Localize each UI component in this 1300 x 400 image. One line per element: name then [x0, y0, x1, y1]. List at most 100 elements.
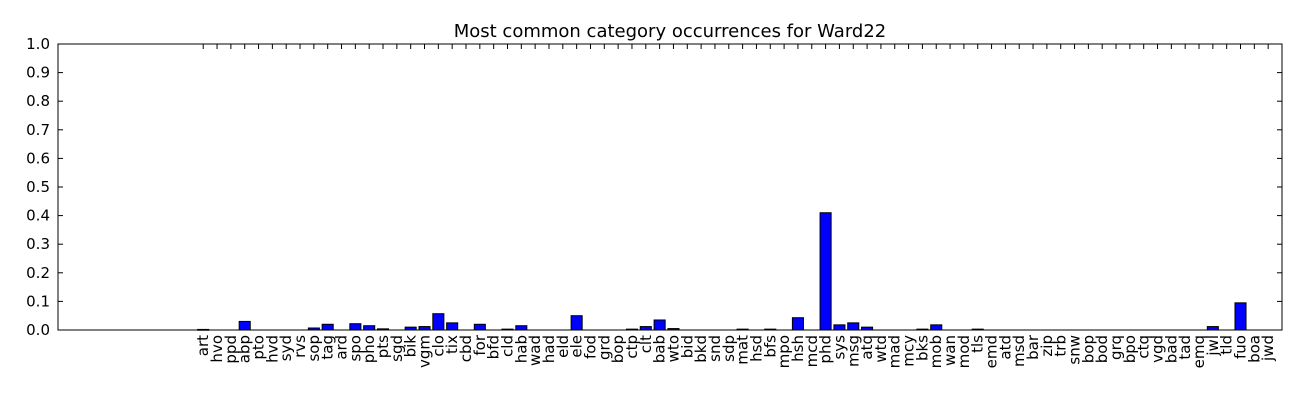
x-tick-label: msg [844, 335, 862, 367]
x-tick-label: bop [1079, 335, 1097, 363]
y-tick-label: 0.2 [26, 264, 50, 282]
bar-fuo [1234, 302, 1247, 331]
x-tick-label: vgd [1149, 335, 1167, 363]
bar-bab [653, 319, 666, 331]
x-tick-label: sdp [720, 335, 738, 362]
y-tick-label: 0.7 [26, 121, 50, 139]
bar-abp [238, 320, 251, 331]
x-tick-label: abp [236, 335, 254, 363]
x-tick-label: sop [305, 335, 323, 362]
y-tick-label: 0.0 [26, 321, 50, 339]
x-tick-label: fod [581, 335, 599, 359]
x-tick-label: bpo [1121, 335, 1139, 363]
x-tick-label: emd [983, 335, 1001, 368]
x-tick-label: bod [1093, 335, 1111, 363]
x-tick-label: mat [734, 335, 752, 365]
x-tick-label: bkd [692, 335, 710, 363]
x-tick-label: hsh [789, 335, 807, 362]
bar-msg [847, 322, 860, 331]
x-tick-label: hab [512, 335, 530, 363]
bar-tag [321, 323, 334, 331]
bar-spo [349, 323, 362, 331]
y-tick-label: 0.3 [26, 235, 50, 253]
x-tick-label: tld [1218, 335, 1236, 355]
y-tick-label: 0.5 [26, 178, 50, 196]
bar-vgm [418, 326, 431, 331]
x-tick-label: atq [858, 335, 876, 360]
x-tick-label: pto [250, 335, 268, 360]
x-tick-label: tag [319, 335, 337, 360]
x-tick-label: eld [554, 335, 572, 358]
x-tick-label: fuo [1232, 335, 1250, 359]
y-tick-label: 0.4 [26, 207, 50, 225]
x-tick-label: mpo [775, 335, 793, 368]
bar-sys [833, 324, 846, 331]
x-tick-label: bfd [485, 335, 503, 359]
x-tick-label: mod [955, 335, 973, 368]
x-tick-label: clt [637, 335, 655, 353]
bar-pho [363, 325, 376, 331]
x-tick-label: tls [969, 335, 987, 353]
x-tick-label: pho [360, 335, 378, 363]
bar-clo [432, 313, 445, 331]
x-tick-label: cbd [457, 335, 475, 362]
x-tick-label: jwl [1204, 335, 1222, 357]
x-tick-label: syd [277, 335, 295, 361]
bar-for [473, 323, 486, 331]
bars-group [197, 212, 1247, 331]
x-tick-label: sgd [388, 335, 406, 362]
x-tick-label: grq [1107, 335, 1125, 360]
x-tick-label: zip [1038, 335, 1056, 357]
x-tick-label: ard [333, 335, 351, 360]
x-tick-label: msd [1010, 335, 1028, 367]
y-tick-label: 1.0 [26, 35, 50, 53]
x-tick-label: wad [526, 335, 544, 366]
x-tick-label: phd [817, 335, 835, 364]
x-tick-label: hsd [747, 335, 765, 362]
x-tick-label: vgm [416, 335, 434, 368]
plot-frame [57, 43, 1283, 331]
bar-ele [570, 315, 583, 331]
bar-jwl [1206, 326, 1219, 331]
x-tick-label: mcy [900, 335, 918, 367]
x-tick-label: boa [1245, 335, 1263, 363]
bar-mob [930, 324, 943, 331]
x-tick-label: bab [651, 335, 669, 363]
x-tick-label: wtd [872, 335, 890, 363]
x-tick-label: for [471, 334, 489, 355]
x-tick-label: spo [346, 335, 364, 362]
y-tick-label: 0.8 [26, 92, 50, 110]
x-tick-label: jwd [1259, 335, 1277, 362]
x-tick-label: wan [941, 335, 959, 366]
x-tick-label: hvd [263, 335, 281, 363]
x-tick-label: bik [402, 335, 420, 358]
x-tick-label: tad [1176, 335, 1194, 360]
y-tick-label: 0.6 [26, 149, 50, 167]
chart-title: Most common category occurrences for War… [454, 21, 887, 42]
x-tick-label: snd [706, 335, 724, 362]
x-tick-label: ctp [623, 335, 641, 359]
y-tick-label: 0.1 [26, 292, 50, 310]
x-tick-label: sys [830, 335, 848, 360]
x-tick-label: ctq [1135, 335, 1153, 359]
x-tick-label: had [540, 335, 558, 363]
x-tick-label: bfs [761, 335, 779, 358]
x-tick-label: wto [664, 335, 682, 362]
x-tick-label: mad [886, 335, 904, 368]
x-tick-label: ele [568, 335, 586, 358]
bar-phd [819, 212, 832, 331]
bar-hab [515, 325, 528, 331]
x-tick-label: bad [1162, 335, 1180, 363]
x-tick-label: bks [913, 335, 931, 361]
x-tick-label: mcd [803, 335, 821, 367]
x-tick-label: cld [498, 335, 516, 357]
x-axis: arthvoppdabpptohvdsydrvssoptagardspophop… [194, 44, 1277, 368]
x-tick-label: art [194, 335, 212, 356]
x-tick-label: rvs [291, 335, 309, 358]
x-tick-label: grd [595, 335, 613, 360]
x-tick-label: bar [1024, 334, 1042, 360]
x-tick-label: atd [996, 335, 1014, 360]
y-tick-label: 0.9 [26, 64, 50, 82]
x-tick-label: clo [429, 335, 447, 357]
